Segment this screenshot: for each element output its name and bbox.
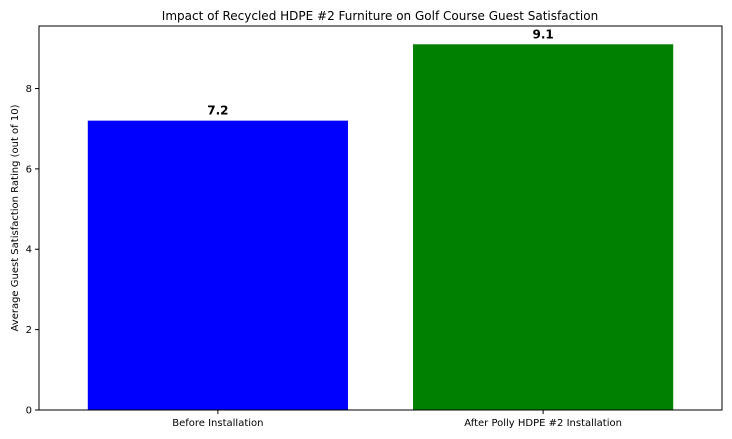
y-tick-label: 4 <box>26 245 32 256</box>
plot-frame <box>38 25 723 411</box>
x-tick-label: Before Installation <box>172 418 263 429</box>
x-axis-ticks: Before Installation After Polly HDPE #2 I… <box>172 410 622 429</box>
x-tick-label: After Polly HDPE #2 Installation <box>464 418 622 429</box>
y-axis-ticks: 0 2 4 6 8 <box>26 84 39 417</box>
bars-group <box>87 44 674 411</box>
value-labels-group: 7.2 9.1 <box>207 27 554 117</box>
bar-value-label: 7.2 <box>207 104 228 118</box>
chart-title: Impact of Recycled HDPE #2 Furniture on … <box>162 9 598 23</box>
bar <box>87 120 348 410</box>
y-tick-label: 0 <box>26 406 32 417</box>
y-tick-label: 2 <box>26 325 32 336</box>
bar <box>413 44 674 411</box>
y-tick-label: 8 <box>26 84 32 95</box>
y-tick-label: 6 <box>26 164 32 175</box>
bar-value-label: 9.1 <box>532 27 553 41</box>
y-axis-label: Average Guest Satisfaction Rating (out o… <box>10 104 21 331</box>
